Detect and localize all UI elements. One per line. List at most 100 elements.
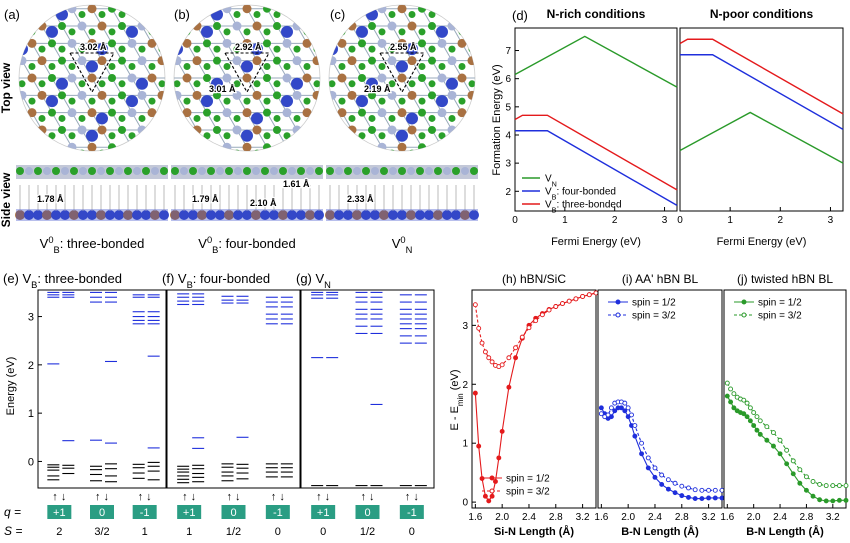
data-point	[830, 483, 836, 489]
atom-b	[273, 11, 281, 19]
atom	[263, 39, 271, 48]
hbn-atom	[353, 167, 361, 175]
atom-b	[158, 149, 165, 151]
atom-b	[263, 28, 271, 36]
data-point	[771, 443, 776, 449]
label-part: (eV)	[449, 369, 461, 393]
data-point	[823, 483, 829, 489]
bond	[172, 113, 182, 130]
sub-atom	[361, 210, 371, 220]
hbn-atom	[315, 167, 323, 175]
atom-b	[303, 28, 311, 36]
bond	[61, 5, 73, 9]
atom-b	[368, 45, 376, 53]
atom-b	[303, 62, 311, 70]
atom	[488, 22, 496, 30]
charge-value: -1	[273, 507, 283, 519]
data-point	[476, 443, 482, 449]
atom	[292, 56, 302, 66]
atom-b	[273, 45, 281, 53]
data-point	[489, 493, 495, 499]
data-point	[784, 447, 790, 453]
spin-arrows: ↑ ↓	[360, 491, 374, 503]
atom	[333, 22, 341, 30]
structure-caption: V0B: four-bonded	[198, 235, 295, 255]
y-tick-label: 2	[28, 360, 34, 372]
hbn-atom	[434, 167, 442, 175]
atom	[302, 108, 312, 118]
hbn-atom	[452, 167, 460, 175]
atom-b	[304, 0, 311, 1]
label-part: (g) V	[296, 271, 325, 286]
data-point	[712, 487, 718, 493]
atom	[273, 56, 281, 65]
data-point	[724, 380, 730, 386]
atom-n-large	[211, 8, 223, 21]
atom-b	[203, 62, 211, 70]
data-point	[744, 400, 750, 406]
label-part: 0	[400, 235, 405, 245]
bond	[316, 5, 320, 9]
sub-atom	[105, 210, 115, 220]
data-point	[686, 485, 691, 491]
atom-b	[428, 149, 436, 151]
y-tick-label: 5	[505, 102, 511, 113]
atom-n-large	[136, 77, 148, 90]
hbn-atom	[43, 167, 51, 175]
hbn-atom	[243, 167, 251, 175]
series-line	[515, 130, 678, 206]
atom-b	[388, 114, 396, 122]
bond	[174, 147, 178, 151]
distance-label: 3.01 Å	[209, 84, 236, 94]
bond	[196, 5, 208, 9]
bond	[312, 130, 322, 147]
atom	[467, 125, 475, 135]
atom	[77, 125, 87, 135]
atom-b	[148, 62, 156, 70]
atom	[118, 22, 126, 31]
atom-b	[183, 28, 191, 36]
atom	[343, 143, 352, 152]
spin-arrows: ↑ ↓	[182, 491, 196, 503]
data-point	[712, 495, 718, 501]
atom-b	[223, 28, 231, 36]
data-point	[560, 301, 565, 307]
atom	[407, 56, 417, 66]
data-point	[506, 355, 512, 361]
distance-label: 3.02 Å	[80, 42, 107, 52]
atom	[437, 108, 447, 118]
bond	[186, 147, 198, 151]
y-tick-label: 3	[462, 321, 468, 332]
atom-b	[509, 115, 516, 122]
atom-b	[38, 45, 46, 53]
atom-b	[148, 132, 156, 140]
atom-b	[303, 97, 311, 105]
sub-atom	[242, 210, 252, 220]
atom-n-large	[291, 147, 303, 151]
charge-badge	[221, 505, 246, 519]
atom-n-large	[96, 43, 108, 56]
legend-marker	[489, 488, 495, 494]
atom-b	[468, 114, 475, 122]
atom	[478, 5, 486, 13]
hbn-atom	[133, 167, 141, 175]
atom-b	[338, 132, 346, 140]
atom-b	[324, 28, 331, 35]
data-point	[764, 437, 770, 443]
data-point	[573, 296, 579, 302]
data-point	[686, 494, 691, 500]
atom-b	[28, 62, 36, 70]
axes-frame	[514, 27, 678, 212]
atom	[203, 5, 211, 13]
atom	[242, 5, 252, 14]
spin-arrows: ↑ ↓	[138, 491, 152, 503]
atom	[308, 22, 316, 30]
bond	[19, 43, 23, 61]
label-part: N	[552, 179, 557, 188]
levels-frame	[166, 289, 301, 489]
atom-b	[309, 150, 316, 157]
atom-b	[108, 132, 116, 140]
atom	[263, 74, 271, 82]
y-tick-label: 3	[505, 159, 511, 170]
atom	[168, 143, 176, 151]
